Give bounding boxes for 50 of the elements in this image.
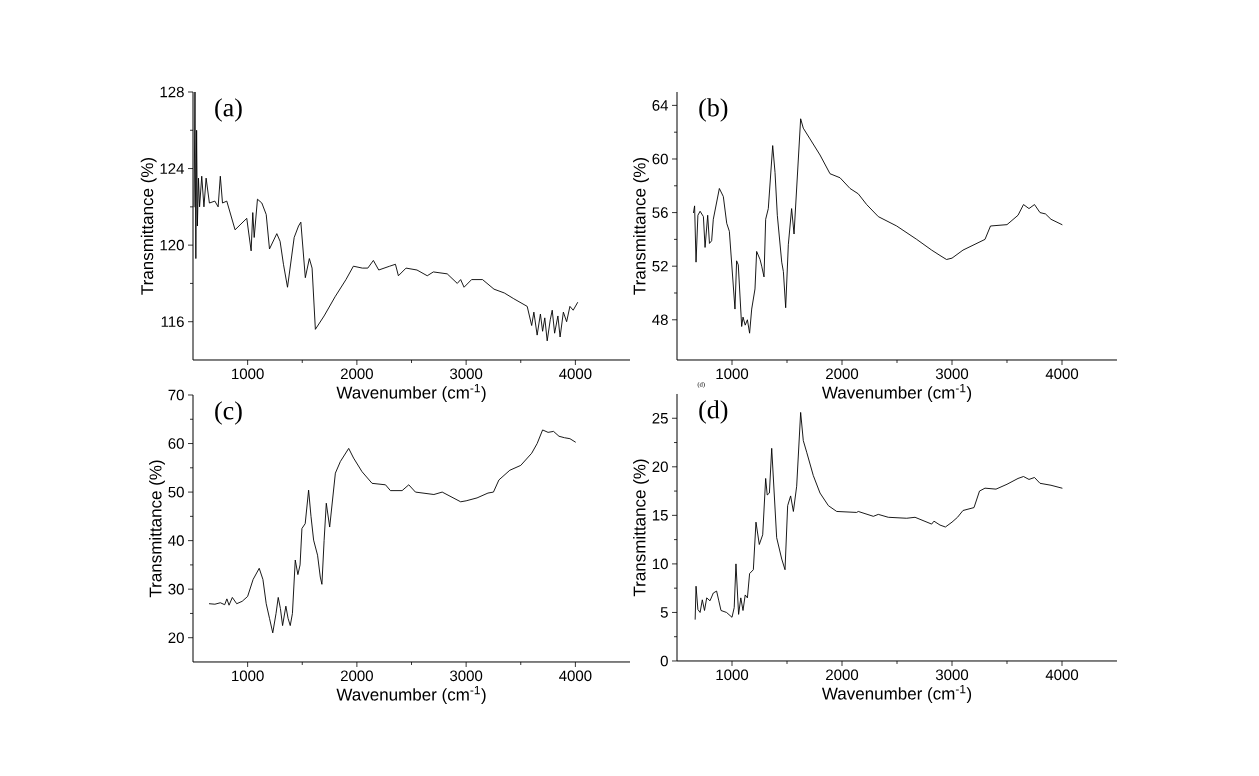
y-tick-label: 50	[168, 486, 184, 498]
y-tick-label: 60	[652, 153, 668, 165]
x-tick-label: 2000	[340, 670, 373, 682]
y-axis-title: Transmittance (%)	[633, 459, 649, 597]
y-tick-label: 20	[652, 461, 668, 473]
y-axis-title: Transmittance (%)	[149, 460, 165, 598]
y-tick-label: 40	[168, 535, 184, 546]
x-tick-label: 2000	[340, 368, 373, 380]
x-tick-label: 3000	[935, 669, 969, 681]
line-series	[208, 429, 576, 634]
x-tick-label: 1000	[716, 368, 749, 380]
y-tick-label: 116	[161, 316, 184, 328]
y-tick-label: 5	[660, 607, 668, 618]
chart-title: (c)	[215, 401, 242, 425]
chart-title: (d)	[699, 400, 728, 424]
x-axis-title: Wavenumber (cm$^{-1}$)	[336, 384, 486, 402]
y-tick-label: 48	[652, 314, 668, 326]
x-tick-label: 4000	[559, 670, 592, 682]
x-tick-label: 3000	[935, 368, 969, 380]
y-tick-label: 15	[652, 510, 668, 521]
chart-title: (a)	[215, 98, 242, 122]
x-tick-label: 4000	[559, 368, 592, 380]
y-tick-label: 128	[160, 86, 184, 98]
chart-title: (b)	[699, 98, 728, 122]
x-axis-title: Wavenumber (cm$^{-1}$)	[821, 384, 972, 402]
x-tick-label: 3000	[450, 368, 483, 380]
y-tick-label: 20	[168, 632, 184, 644]
x-tick-label: 4000	[1045, 368, 1079, 380]
x-tick-label: 2000	[826, 669, 859, 681]
y-tick-label: 52	[652, 260, 668, 272]
x-axis-title: Wavenumber (cm$^{-1}$)	[821, 685, 972, 703]
x-tick-label: 3000	[450, 670, 483, 682]
y-tick-label: 124	[160, 163, 185, 174]
y-tick-label: 64	[652, 100, 669, 111]
y-tick-label: 70	[168, 389, 184, 401]
y-tick-label: 60	[168, 438, 184, 449]
x-tick-label: 4000	[1045, 669, 1079, 681]
x-tick-label: 2000	[826, 368, 859, 380]
y-tick-label: 120	[160, 239, 184, 251]
x-axis-title: Wavenumber (cm$^{-1}$)	[336, 686, 486, 704]
y-axis-title: Transmittance (%)	[140, 157, 157, 295]
y-tick-label: 10	[652, 558, 668, 570]
y-tick-label: 56	[652, 207, 668, 218]
y-tick-label: 30	[168, 583, 184, 595]
y-axis-title: Transmittance (%)	[633, 157, 649, 295]
x-tick-label: 1000	[232, 670, 264, 682]
y-tick-label: 25	[652, 412, 668, 424]
x-tick-label: 1000	[716, 669, 749, 681]
x-tick-label: 1000	[232, 368, 264, 380]
y-tick-label: 0	[660, 655, 668, 667]
